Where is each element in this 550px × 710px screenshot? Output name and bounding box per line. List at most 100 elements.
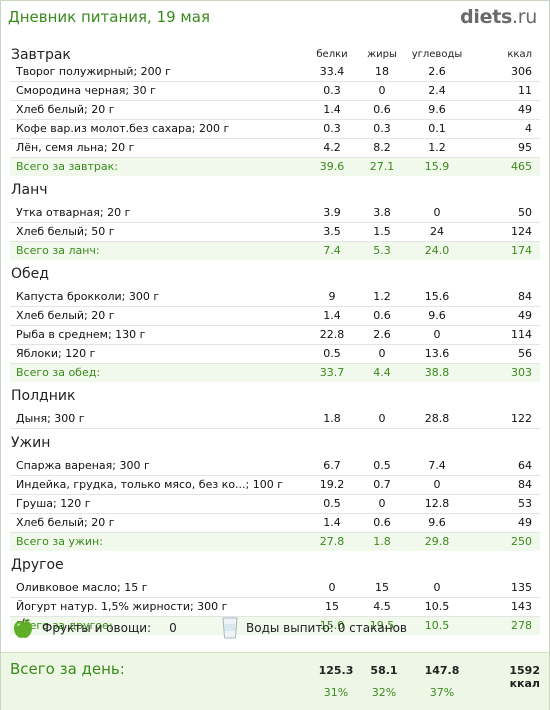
- food-protein: 0.5: [302, 344, 362, 364]
- food-fat: 0: [362, 344, 402, 364]
- meal-title: Полдник: [11, 388, 76, 404]
- food-row[interactable]: Оливковое масло; 15 г 0 15 0 135: [10, 579, 540, 598]
- food-row[interactable]: Хлеб белый; 50 г 3.5 1.5 24 124: [10, 222, 540, 242]
- food-carbs: 15.6: [402, 288, 472, 307]
- food-fat: 3.8: [362, 204, 402, 223]
- food-row[interactable]: Дыня; 300 г 1.8 0 28.8 122: [10, 410, 540, 429]
- food-fat: 18: [362, 63, 402, 82]
- food-fat: 0: [362, 81, 402, 101]
- food-row[interactable]: Хлеб белый; 20 г 1.4 0.6 9.6 49: [10, 306, 540, 326]
- food-kcal: 64: [472, 457, 540, 476]
- food-name: Оливковое масло; 15 г: [10, 579, 302, 598]
- food-name: Хлеб белый; 50 г: [10, 222, 302, 242]
- day-total: Всего за день: 125.3 58.1 147.8 1592 кка…: [1, 652, 549, 710]
- food-fat: 0: [362, 410, 402, 429]
- food-kcal: 50: [472, 204, 540, 223]
- meal-title: Завтрак: [11, 47, 71, 63]
- food-kcal: 306: [472, 63, 540, 82]
- food-protein: 33.4: [302, 63, 362, 82]
- meal-header: Ланч: [10, 176, 540, 204]
- food-name: Хлеб белый; 20 г: [10, 306, 302, 326]
- food-name: Капуста брокколи; 300 г: [10, 288, 302, 307]
- food-name: Груша; 120 г: [10, 494, 302, 514]
- food-fat: 0.6: [362, 100, 402, 120]
- meal-total-carbs: 29.8: [402, 532, 472, 551]
- food-row[interactable]: Груша; 120 г 0.5 0 12.8 53: [10, 494, 540, 514]
- food-name: Индейка, грудка, только мясо, без ко...;…: [10, 475, 302, 495]
- meal-total-kcal: 465: [472, 157, 540, 176]
- logo-tld: .ru: [512, 6, 537, 28]
- food-fat: 1.2: [362, 288, 402, 307]
- food-protein: 19.2: [302, 475, 362, 495]
- food-row[interactable]: Кофе вар.из молот.без сахара; 200 г 0.3 0.…: [10, 119, 540, 139]
- food-protein: 6.7: [302, 457, 362, 476]
- page-title: Дневник питания, 19 мая: [8, 8, 210, 26]
- meal-total-kcal: 174: [472, 241, 540, 260]
- meal-total-carbs: 10.5: [402, 616, 472, 635]
- water-glass-icon: [222, 617, 238, 639]
- meal-total-protein: 39.6: [302, 157, 362, 176]
- food-row[interactable]: Спаржа вареная; 300 г 6.7 0.5 7.4 64: [10, 457, 540, 476]
- day-fat-pct: 32%: [371, 686, 397, 699]
- food-fat: 0.6: [362, 306, 402, 326]
- food-fat: 2.6: [362, 325, 402, 345]
- food-protein: 1.4: [302, 100, 362, 120]
- meal-total-label: Всего за завтрак:: [10, 157, 302, 176]
- diary-body: Завтрак белки жиры углеводы ккал Творог полуж…: [10, 47, 540, 635]
- food-row[interactable]: Рыба в среднем; 130 г 22.8 2.6 0 114: [10, 325, 540, 345]
- meal-total-fat: 4.4: [362, 363, 402, 382]
- food-name: Спаржа вареная; 300 г: [10, 457, 302, 476]
- food-protein: 3.9: [302, 204, 362, 223]
- food-fat: 8.2: [362, 138, 402, 158]
- meal-header: Ужин: [10, 429, 540, 458]
- food-protein: 15: [302, 597, 362, 617]
- fruits-value: 0: [169, 621, 177, 635]
- food-row[interactable]: Смородина черная; 30 г 0.3 0 2.4 11: [10, 81, 540, 101]
- food-kcal: 143: [472, 597, 540, 617]
- food-name: Кофе вар.из молот.без сахара; 200 г: [10, 119, 302, 139]
- food-protein: 3.5: [302, 222, 362, 242]
- food-row[interactable]: Йогурт натур. 1,5% жирности; 300 г 15 4.5 1…: [10, 597, 540, 617]
- food-row[interactable]: Хлеб белый; 20 г 1.4 0.6 9.6 49: [10, 513, 540, 533]
- food-fat: 15: [362, 579, 402, 598]
- food-row[interactable]: Лён, семя льна; 20 г 4.2 8.2 1.2 95: [10, 138, 540, 158]
- water-counter: Воды выпито: 0 стаканов: [222, 616, 407, 640]
- fruits-counter: Фрукты и овощи: 0: [12, 616, 177, 640]
- food-row[interactable]: Индейка, грудка, только мясо, без ко...;…: [10, 475, 540, 495]
- food-row[interactable]: Хлеб белый; 20 г 1.4 0.6 9.6 49: [10, 100, 540, 120]
- meal-total-protein: 15.0: [302, 616, 362, 635]
- meal-title: Ланч: [11, 182, 48, 198]
- food-name: Смородина черная; 30 г: [10, 81, 302, 101]
- meal-total-kcal: 303: [472, 363, 540, 382]
- water-value: 0 стаканов: [337, 621, 407, 635]
- food-protein: 0.3: [302, 81, 362, 101]
- food-fat: 0.3: [362, 119, 402, 139]
- food-fat: 0: [362, 494, 402, 514]
- food-fat: 0.6: [362, 513, 402, 533]
- food-kcal: 56: [472, 344, 540, 364]
- site-logo[interactable]: diets.ru: [460, 6, 537, 28]
- food-carbs: 10.5: [402, 597, 472, 617]
- food-row[interactable]: Яблоки; 120 г 0.5 0 13.6 56: [10, 344, 540, 364]
- meal-total-carbs: 15.9: [402, 157, 472, 176]
- day-total-carbs: 147.8: [424, 664, 460, 677]
- food-kcal: 49: [472, 513, 540, 533]
- food-row[interactable]: Утка отварная; 20 г 3.9 3.8 0 50: [10, 204, 540, 223]
- meal-total-protein: 27.8: [302, 532, 362, 551]
- food-carbs: 9.6: [402, 306, 472, 326]
- food-fat: 0.7: [362, 475, 402, 495]
- food-row[interactable]: Творог полужирный; 200 г 33.4 18 2.6 306: [10, 63, 540, 82]
- food-kcal: 95: [472, 138, 540, 158]
- meal-total-label: Всего за ужин:: [10, 532, 302, 551]
- meal-title: Другое: [11, 557, 64, 573]
- day-protein-pct: 31%: [323, 686, 349, 699]
- day-total-protein: 125.3: [318, 664, 354, 677]
- food-protein: 9: [302, 288, 362, 307]
- food-protein: 1.4: [302, 513, 362, 533]
- meal-total-fat: 5.3: [362, 241, 402, 260]
- food-row[interactable]: Капуста брокколи; 300 г 9 1.2 15.6 84: [10, 288, 540, 307]
- meal-total-row: Всего за ланч: 7.4 5.3 24.0 174: [10, 241, 540, 260]
- meal-total-label: Всего за обед:: [10, 363, 302, 382]
- food-name: Яблоки; 120 г: [10, 344, 302, 364]
- header: Дневник питания, 19 мая diets.ru: [1, 1, 549, 37]
